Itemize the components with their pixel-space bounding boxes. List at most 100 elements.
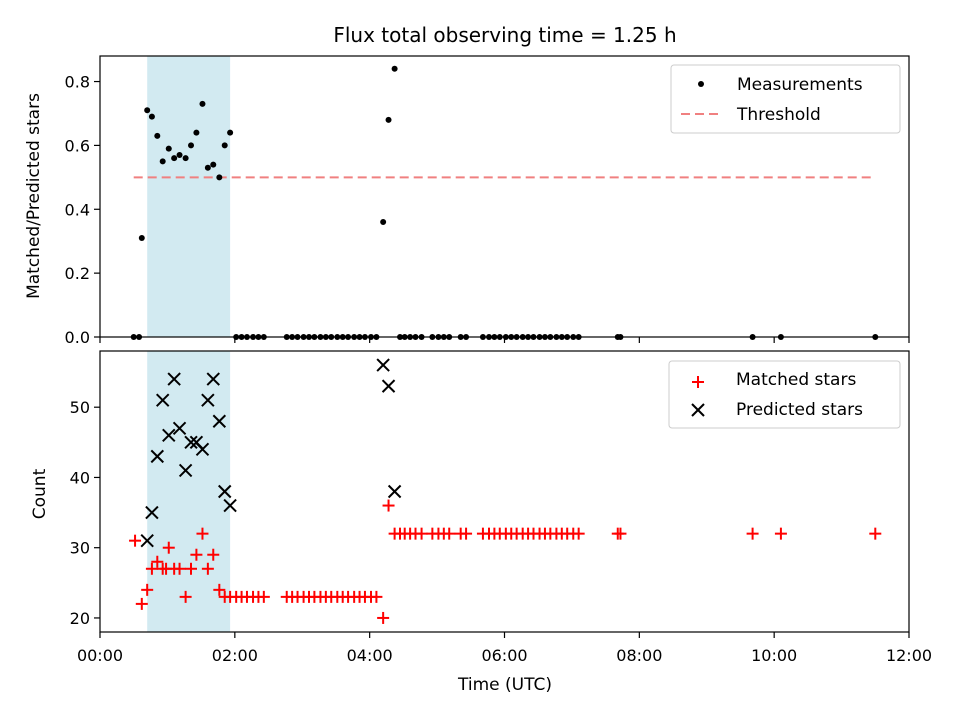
ratio-y-tick-label: 0.8 xyxy=(65,73,90,92)
matched-star-point xyxy=(135,597,148,610)
count-y-axis-label: Count xyxy=(30,468,50,519)
predicted-star-point xyxy=(140,533,154,548)
matched-star-point xyxy=(179,590,192,603)
predicted-star-point xyxy=(387,484,402,499)
count-y-tick-label: 30 xyxy=(70,539,90,558)
count-y-tick-label: 50 xyxy=(70,398,90,417)
legend-predicted-marker xyxy=(691,403,705,417)
predicted-star-point xyxy=(178,463,193,478)
measurement-point xyxy=(144,107,151,114)
matched-star-point xyxy=(213,583,226,596)
legend-measurements-label: Measurements xyxy=(737,75,863,95)
matched-star-point xyxy=(190,548,203,561)
predicted-star-point xyxy=(212,414,227,428)
ratio-y-axis-label: Matched/Predicted stars xyxy=(24,93,44,299)
observing-window-shade xyxy=(147,56,231,337)
chart-title: Flux total observing time = 1.25 h xyxy=(333,23,676,47)
matched-star-point xyxy=(370,590,383,603)
x-tick-label: 06:00 xyxy=(481,646,527,665)
matched-star-point xyxy=(196,527,209,540)
x-tick-label: 08:00 xyxy=(616,646,662,665)
matched-star-point xyxy=(443,527,456,540)
legend-predicted-label: Predicted stars xyxy=(736,400,863,420)
x-tick-label: 12:00 xyxy=(886,646,932,665)
measurement-point xyxy=(204,164,211,171)
measurement-point xyxy=(210,161,217,168)
measurement-point xyxy=(216,174,223,181)
matched-star-point xyxy=(129,534,142,547)
legend-measurements-marker xyxy=(698,81,704,87)
x-tick-label: 00:00 xyxy=(77,646,123,665)
matched-star-point xyxy=(377,611,390,624)
measurement-point xyxy=(138,235,145,242)
predicted-star-point xyxy=(381,379,396,393)
predicted-star-point xyxy=(218,484,232,499)
count-y-tick-label: 40 xyxy=(70,468,90,487)
measurement-point xyxy=(148,113,155,120)
matched-star-point xyxy=(145,562,158,575)
ratio-y-tick-label: 0.2 xyxy=(65,264,90,283)
predicted-star-point xyxy=(167,372,181,386)
matched-star-points xyxy=(129,499,882,624)
matched-star-point xyxy=(869,527,882,540)
measurement-point xyxy=(165,145,172,152)
x-tick-label: 02:00 xyxy=(212,646,258,665)
ratio-y-tick-label: 0.0 xyxy=(65,328,90,347)
predicted-star-point xyxy=(155,393,170,407)
ratio-legend: Measurements Threshold xyxy=(670,64,901,134)
predicted-star-point xyxy=(201,393,215,407)
matched-star-point xyxy=(162,541,175,554)
measurement-point xyxy=(199,100,206,107)
matched-star-point xyxy=(614,527,627,540)
measurement-point xyxy=(221,142,228,149)
measurement-point xyxy=(182,155,189,162)
matched-star-point xyxy=(746,527,759,540)
measurement-point xyxy=(391,65,398,72)
x-tick-label: 04:00 xyxy=(347,646,393,665)
count-x-axis-ticks: 00:00 02:00 04:00 06:00 08:00 10:00 12:00 xyxy=(77,632,932,665)
ratio-panel: 0.0 0.2 0.4 0.6 0.8 Flux total observing tim… xyxy=(24,23,910,347)
measurement-point xyxy=(193,129,200,136)
predicted-star-point xyxy=(184,435,198,450)
predicted-star-points xyxy=(140,358,402,548)
measurement-point xyxy=(159,158,166,165)
measurement-point xyxy=(380,219,387,226)
ratio-x-axis-ticks xyxy=(99,337,910,343)
x-tick-label: 10:00 xyxy=(751,646,797,665)
count-legend-box xyxy=(668,360,901,429)
matched-star-point xyxy=(201,562,214,575)
predicted-star-point xyxy=(162,428,176,443)
measurement-point xyxy=(385,116,392,123)
matched-star-point xyxy=(185,562,198,575)
matched-star-point xyxy=(141,583,154,596)
matched-star-point xyxy=(460,527,473,540)
x-axis-label: Time (UTC) xyxy=(457,675,552,695)
predicted-star-point xyxy=(376,358,390,372)
count-y-axis-ticks: 20 30 40 50 xyxy=(70,398,100,628)
predicted-star-point xyxy=(145,505,159,520)
ratio-legend-box xyxy=(670,64,901,134)
predicted-star-point xyxy=(206,372,220,386)
measurement-point xyxy=(171,155,178,162)
predicted-star-point xyxy=(195,442,210,457)
measurement-point xyxy=(154,132,161,139)
count-panel: 20 30 40 50 00:00 02:00 04:00 06:00 08:00 10:00 1… xyxy=(30,350,932,695)
count-legend: Matched stars Predicted stars xyxy=(668,360,901,429)
ratio-y-tick-label: 0.6 xyxy=(65,136,90,155)
ratio-y-axis-ticks: 0.0 0.2 0.4 0.6 0.8 xyxy=(65,73,100,347)
measurement-point xyxy=(188,142,195,149)
matched-star-point xyxy=(173,562,186,575)
matched-star-point xyxy=(257,590,270,603)
legend-matched-label: Matched stars xyxy=(736,370,856,390)
matched-star-point xyxy=(207,548,220,561)
matched-star-point xyxy=(774,527,787,540)
predicted-star-point xyxy=(150,449,165,464)
count-y-tick-label: 20 xyxy=(70,609,90,628)
legend-threshold-label: Threshold xyxy=(736,105,821,125)
legend-matched-marker xyxy=(692,376,704,388)
predicted-star-point xyxy=(223,498,237,513)
ratio-y-tick-label: 0.4 xyxy=(65,200,90,219)
matched-star-point xyxy=(415,527,428,540)
matched-star-point xyxy=(572,527,585,540)
